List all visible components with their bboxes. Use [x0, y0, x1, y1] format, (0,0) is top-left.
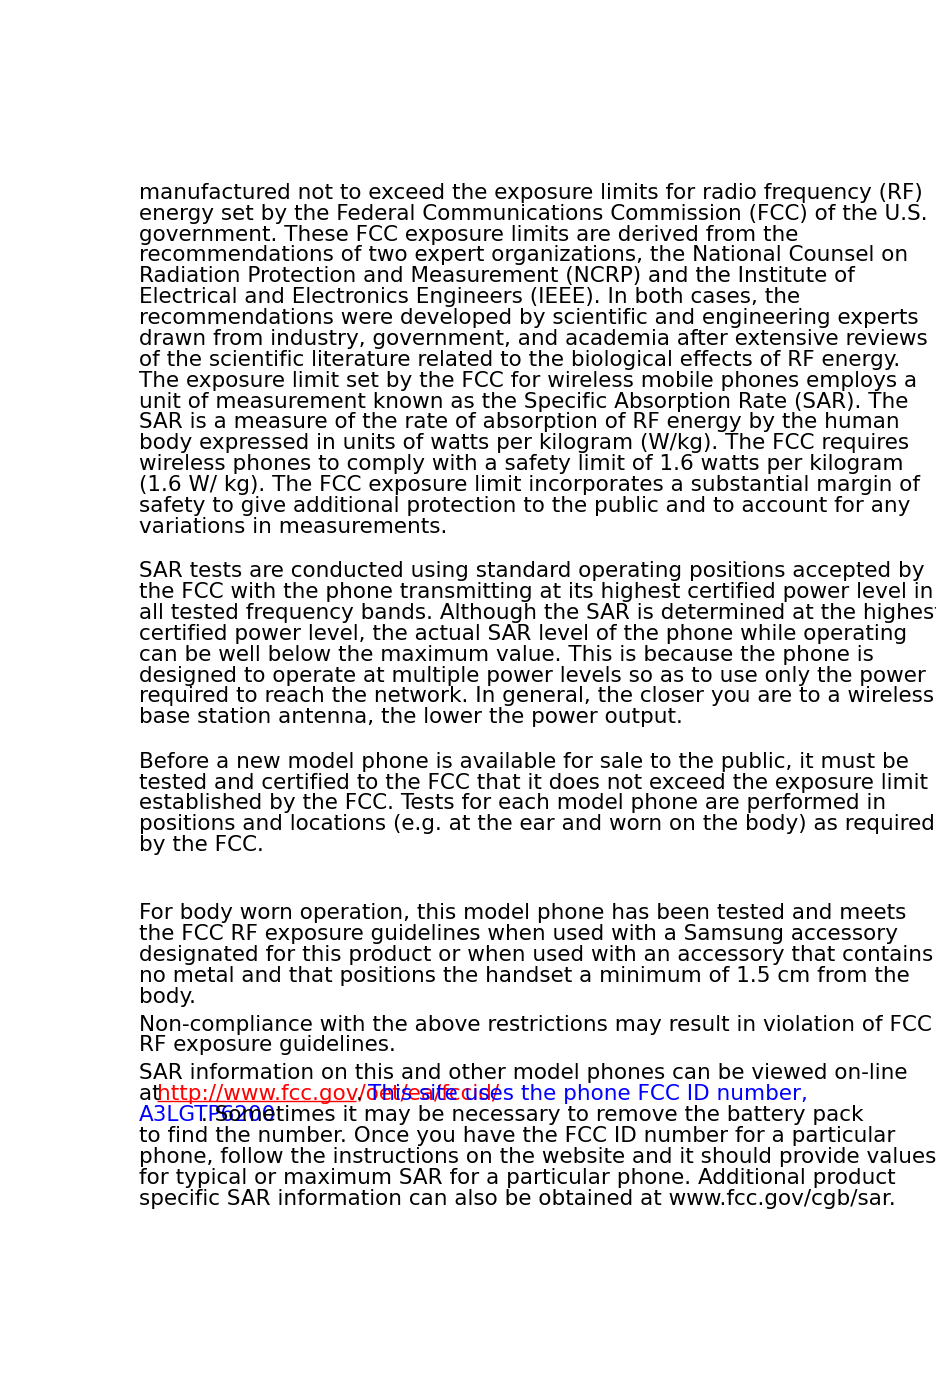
Text: body.: body. [139, 987, 196, 1006]
Text: all tested frequency bands. Although the SAR is determined at the highest: all tested frequency bands. Although the… [139, 603, 936, 623]
Text: by the FCC.: by the FCC. [139, 835, 264, 855]
Text: at: at [139, 1084, 168, 1104]
Text: required to reach the network. In general, the closer you are to a wireless: required to reach the network. In genera… [139, 687, 934, 706]
Text: for typical or maximum SAR for a particular phone. Additional product: for typical or maximum SAR for a particu… [139, 1168, 896, 1187]
Text: to find the number. Once you have the FCC ID number for a particular: to find the number. Once you have the FC… [139, 1126, 895, 1145]
Text: Radiation Protection and Measurement (NCRP) and the Institute of: Radiation Protection and Measurement (NC… [139, 267, 855, 286]
Text: variations in measurements.: variations in measurements. [139, 517, 447, 537]
Text: Non-compliance with the above restrictions may result in violation of FCC: Non-compliance with the above restrictio… [139, 1015, 931, 1034]
Text: http://www.fcc.gov/oet/ea/fccid/: http://www.fcc.gov/oet/ea/fccid/ [157, 1084, 500, 1104]
Text: SAR tests are conducted using standard operating positions accepted by: SAR tests are conducted using standard o… [139, 562, 924, 581]
Text: Before a new model phone is available for sale to the public, it must be: Before a new model phone is available fo… [139, 752, 909, 771]
Text: specific SAR information can also be obtained at www.fcc.gov/cgb/sar.: specific SAR information can also be obt… [139, 1188, 896, 1209]
Text: .: . [356, 1084, 370, 1104]
Text: designated for this product or when used with an accessory that contains: designated for this product or when used… [139, 945, 933, 965]
Text: . Sometimes it may be necessary to remove the battery pack: . Sometimes it may be necessary to remov… [201, 1105, 863, 1125]
Text: wireless phones to comply with a safety limit of 1.6 watts per kilogram: wireless phones to comply with a safety … [139, 455, 903, 474]
Text: RF exposure guidelines.: RF exposure guidelines. [139, 1036, 396, 1055]
Text: body expressed in units of watts per kilogram (W/kg). The FCC requires: body expressed in units of watts per kil… [139, 434, 909, 453]
Text: designed to operate at multiple power levels so as to use only the power: designed to operate at multiple power le… [139, 666, 926, 685]
Text: positions and locations (e.g. at the ear and worn on the body) as required: positions and locations (e.g. at the ear… [139, 815, 935, 834]
Text: unit of measurement known as the Specific Absorption Rate (SAR). The: unit of measurement known as the Specifi… [139, 392, 908, 411]
Text: recommendations were developed by scientific and engineering experts: recommendations were developed by scient… [139, 309, 918, 328]
Text: This site uses the phone FCC ID number,: This site uses the phone FCC ID number, [368, 1084, 808, 1104]
Text: drawn from industry, government, and academia after extensive reviews: drawn from industry, government, and aca… [139, 329, 928, 349]
Text: safety to give additional protection to the public and to account for any: safety to give additional protection to … [139, 496, 910, 516]
Text: The exposure limit set by the FCC for wireless mobile phones employs a: The exposure limit set by the FCC for wi… [139, 371, 917, 391]
Text: SAR is a measure of the rate of absorption of RF energy by the human: SAR is a measure of the rate of absorpti… [139, 413, 899, 432]
Text: manufactured not to exceed the exposure limits for radio frequency (RF): manufactured not to exceed the exposure … [139, 183, 923, 203]
Text: recommendations of two expert organizations, the National Counsel on: recommendations of two expert organizati… [139, 246, 908, 265]
Text: Electrical and Electronics Engineers (IEEE). In both cases, the: Electrical and Electronics Engineers (IE… [139, 288, 800, 307]
Text: no metal and that positions the handset a minimum of 1.5 cm from the: no metal and that positions the handset … [139, 966, 910, 986]
Text: energy set by the Federal Communications Commission (FCC) of the U.S.: energy set by the Federal Communications… [139, 204, 928, 224]
Text: base station antenna, the lower the power output.: base station antenna, the lower the powe… [139, 708, 682, 727]
Text: the FCC RF exposure guidelines when used with a Samsung accessory: the FCC RF exposure guidelines when used… [139, 924, 898, 944]
Text: the FCC with the phone transmitting at its highest certified power level in: the FCC with the phone transmitting at i… [139, 582, 933, 602]
Text: established by the FCC. Tests for each model phone are performed in: established by the FCC. Tests for each m… [139, 794, 885, 813]
Text: SAR information on this and other model phones can be viewed on-line: SAR information on this and other model … [139, 1063, 907, 1083]
Text: certified power level, the actual SAR level of the phone while operating: certified power level, the actual SAR le… [139, 624, 907, 644]
Text: phone, follow the instructions on the website and it should provide values: phone, follow the instructions on the we… [139, 1147, 936, 1166]
Text: can be well below the maximum value. This is because the phone is: can be well below the maximum value. Thi… [139, 645, 873, 664]
Text: government. These FCC exposure limits are derived from the: government. These FCC exposure limits ar… [139, 225, 798, 245]
Text: (1.6 W/ kg). The FCC exposure limit incorporates a substantial margin of: (1.6 W/ kg). The FCC exposure limit inco… [139, 475, 920, 495]
Text: For body worn operation, this model phone has been tested and meets: For body worn operation, this model phon… [139, 904, 906, 923]
Text: A3LGTP6200: A3LGTP6200 [139, 1105, 276, 1125]
Text: tested and certified to the FCC that it does not exceed the exposure limit: tested and certified to the FCC that it … [139, 773, 928, 792]
Text: of the scientific literature related to the biological effects of RF energy.: of the scientific literature related to … [139, 350, 900, 370]
